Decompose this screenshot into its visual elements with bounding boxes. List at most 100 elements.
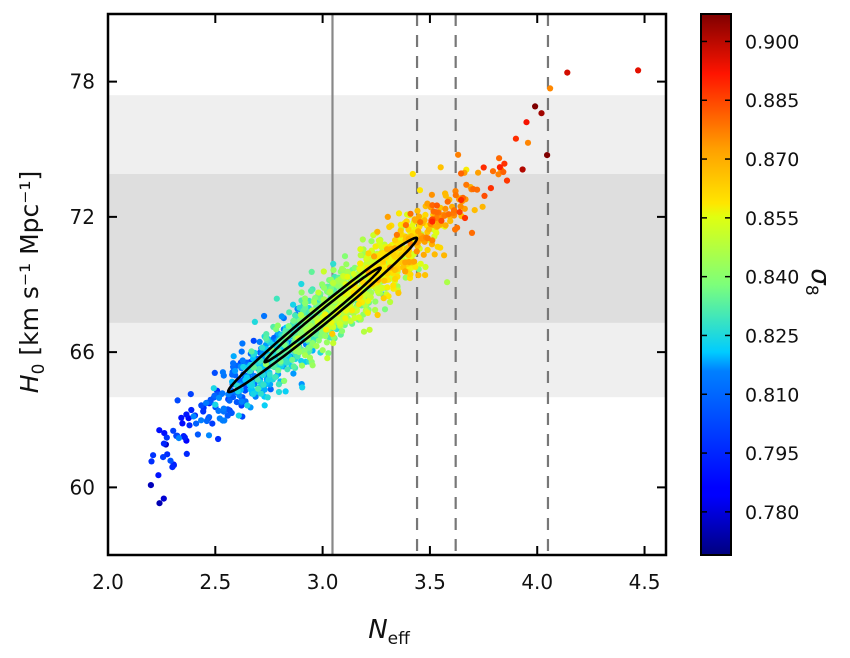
data-point [442,190,449,197]
colorbar-tick-label: 0.825 [745,325,799,347]
data-point [306,354,314,361]
data-point [257,390,264,397]
data-point [193,420,200,427]
x-tick-label: 4.5 [629,570,661,594]
data-point [415,213,423,220]
data-point [323,339,330,346]
data-point [433,202,440,209]
colorbar-tick-label: 0.810 [745,384,799,406]
data-point [402,222,409,229]
data-point [384,213,391,220]
data-point [544,152,551,159]
data-point [235,412,242,419]
y-tick-label: 72 [70,205,95,229]
colorbar-tick-label: 0.885 [745,90,799,112]
data-point [308,287,315,295]
data-point [330,267,337,274]
data-point [226,397,233,404]
data-point [339,265,346,272]
data-point [281,377,288,384]
data-point [422,211,429,218]
data-point [282,388,289,395]
data-point [250,337,257,344]
colorbar-ticks: 0.780 0.795 0.810 0.825 0.840 0.855 0.870 0.885… [701,31,799,524]
data-point [239,357,246,364]
data-point [205,432,213,439]
data-point [274,322,281,329]
data-point [417,219,424,226]
data-point [381,277,388,284]
data-point [438,217,445,224]
data-point [306,344,313,351]
data-point [278,313,285,320]
data-point [445,211,452,218]
data-point [405,258,413,266]
data-point [444,279,451,286]
data-point [200,408,207,415]
x-tick-label: 4.0 [521,570,553,594]
data-point [456,209,463,216]
data-point [471,207,478,214]
data-point [374,288,381,295]
x-tick-label: 3.0 [307,570,339,594]
data-point [405,252,412,259]
data-point [188,406,195,414]
data-point [212,401,219,408]
data-point [415,272,422,279]
data-point [365,297,372,304]
data-point [327,305,334,312]
data-point [275,381,282,388]
data-point [170,427,177,434]
data-point [390,282,397,289]
data-point [422,263,429,271]
data-point [302,352,309,359]
data-point [160,495,167,502]
data-point [437,164,444,171]
data-point [454,224,461,231]
data-point [512,135,520,142]
data-point [479,203,486,210]
data-point [429,218,436,225]
colorbar-tick-label: 0.855 [745,208,799,230]
data-point [356,265,363,272]
data-point [350,270,357,277]
data-point [452,192,459,199]
data-point [451,207,458,214]
data-point [372,243,379,250]
data-point [163,434,170,441]
data-point [203,417,210,425]
data-point [441,252,448,259]
data-point [360,328,368,335]
data-point [424,246,431,254]
data-point [385,293,392,300]
data-point [183,450,190,457]
data-point [458,170,465,177]
x-tick-label: 2.0 [92,570,124,594]
y-tick-label: 60 [70,475,95,499]
data-point [299,384,306,391]
data-point [198,402,205,409]
data-point [215,435,222,443]
data-point [238,348,245,355]
colorbar [700,13,732,556]
data-point [284,366,291,373]
data-point [190,413,197,420]
y-tick-label: 78 [70,70,95,94]
data-point [341,253,349,260]
data-point [425,226,432,233]
data-point [409,170,416,178]
data-point [395,289,402,297]
data-point [415,228,422,235]
data-point [324,355,331,362]
data-point [368,238,375,245]
data-point [374,311,381,319]
data-point [330,280,337,287]
data-point [496,164,503,171]
data-point [495,171,502,178]
data-point [308,268,315,275]
data-point [381,306,389,313]
data-point [481,192,488,199]
data-point [393,231,400,238]
data-point [273,295,280,302]
